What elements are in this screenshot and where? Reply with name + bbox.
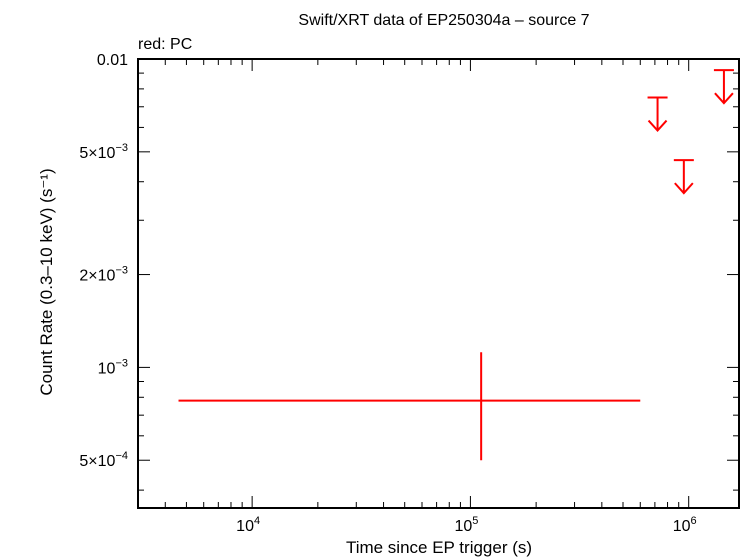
y-tick-label: 5×10−4 (79, 450, 128, 470)
y-tick-label: 0.01 (97, 52, 128, 69)
x-tick-label: 105 (454, 515, 478, 535)
y-tick-label: 5×10−3 (79, 142, 128, 162)
y-tick-label: 10−3 (98, 357, 128, 377)
chart-subtitle: red: PC (138, 36, 192, 53)
x-tick-label: 106 (673, 515, 697, 535)
y-tick-label: 2×10−3 (79, 265, 128, 285)
plot-frame (137, 58, 740, 509)
upper-limit-head (714, 92, 734, 105)
upper-limit-head (647, 119, 668, 133)
axes: 104 105 106 5×10−4 10−3 2×10−3 5×10−3 0.01 (79, 52, 739, 535)
x-axis-label: Time since EP trigger (s) (346, 538, 532, 557)
upper-limit-arrow (673, 159, 694, 195)
upper-limit-arrow (713, 69, 734, 105)
data-point (178, 352, 641, 461)
x-tick-label: 104 (236, 515, 260, 535)
upper-limit-head (674, 182, 694, 195)
y-axis-label: Count Rate (0.3–10 keV) (s⁻¹) (37, 168, 56, 395)
upper-limit-arrow (647, 96, 668, 133)
chart-title: Swift/XRT data of EP250304a – source 7 (298, 12, 589, 29)
data-marks (178, 69, 734, 461)
